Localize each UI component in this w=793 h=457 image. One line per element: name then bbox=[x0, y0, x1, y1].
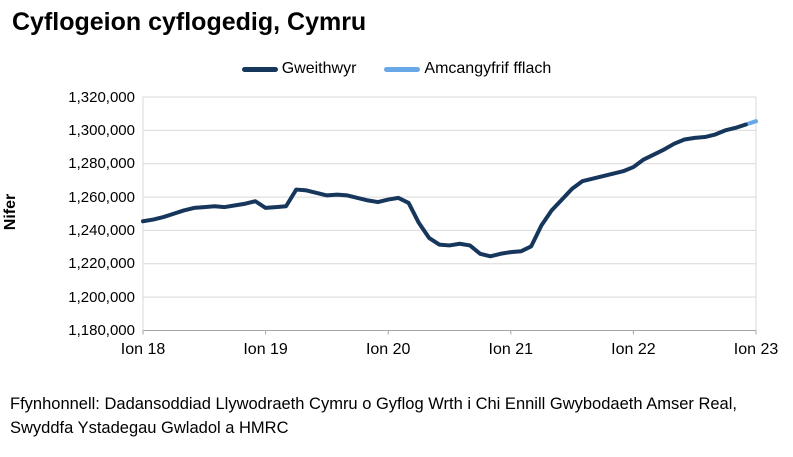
y-tick-label: 1,240,000 bbox=[68, 221, 135, 239]
y-tick-label: 1,180,000 bbox=[68, 322, 135, 339]
x-tick-label: Ion 18 bbox=[120, 340, 166, 358]
legend-item-gweithwyr: Gweithwyr bbox=[241, 60, 357, 78]
y-tick-label: 1,300,000 bbox=[68, 121, 135, 139]
line-swatch-gweithwyr bbox=[241, 66, 278, 72]
legend-item-amcangyfrif-fflach: Amcangyfrif fflach bbox=[384, 60, 551, 78]
x-tick-label: Ion 23 bbox=[733, 340, 779, 358]
line-gweithwyr bbox=[141, 122, 748, 259]
legend: Gweithwyr Amcangyfrif fflach bbox=[0, 60, 793, 78]
x-tick-label: Ion 21 bbox=[488, 340, 534, 358]
x-tick-label: Ion 22 bbox=[611, 340, 656, 358]
x-tick-label: Ion 20 bbox=[365, 340, 411, 358]
y-tick-label: 1,220,000 bbox=[68, 255, 135, 273]
legend-label-gweithwyr: Gweithwyr bbox=[281, 60, 357, 77]
line-swatch-amcangyfrif-fflach bbox=[384, 66, 421, 72]
source-note: Ffynhonnell: Dadansoddiad Llywodraeth Cy… bbox=[10, 395, 737, 437]
y-tick-label: 1,280,000 bbox=[68, 155, 135, 173]
y-tick-label: 1,320,000 bbox=[68, 88, 135, 106]
y-tick-label: 1,200,000 bbox=[68, 288, 135, 306]
chart-title: Cyflogeion cyflogedig, Cymru bbox=[12, 8, 367, 36]
x-tick-label: Ion 19 bbox=[243, 340, 288, 358]
y-tick-label: 1,260,000 bbox=[68, 188, 135, 206]
legend-label-amcangyfrif-fflach: Amcangyfrif fflach bbox=[424, 60, 552, 77]
